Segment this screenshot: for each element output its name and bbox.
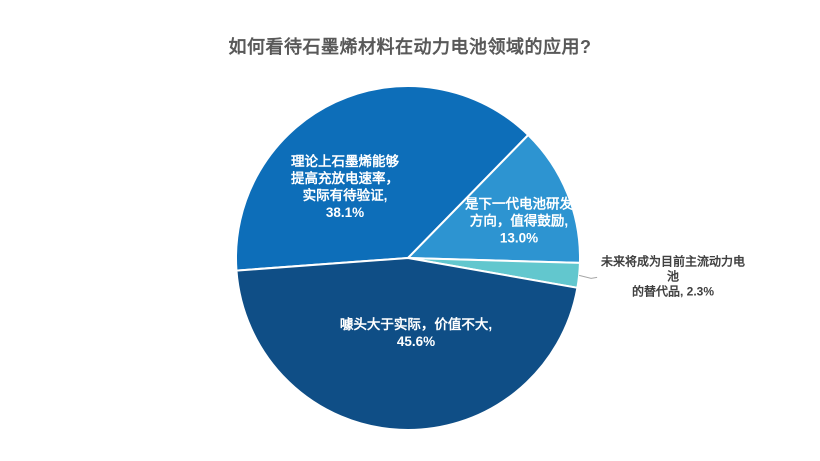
pie-slice-1 xyxy=(407,134,581,264)
leader-line-2-3 xyxy=(578,274,598,279)
chart-title: 如何看待石墨烯材料在动力电池领域的应用? xyxy=(228,37,592,57)
pie-slice-3 xyxy=(235,257,579,432)
pie-slice-0 xyxy=(235,85,530,272)
